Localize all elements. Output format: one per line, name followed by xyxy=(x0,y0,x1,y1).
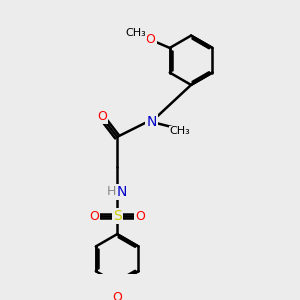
Text: O: O xyxy=(89,210,99,223)
Text: S: S xyxy=(113,209,122,224)
Text: O: O xyxy=(136,210,146,223)
Text: CH₃: CH₃ xyxy=(125,28,146,38)
Text: O: O xyxy=(97,110,107,123)
Text: N: N xyxy=(146,115,157,129)
Text: H: H xyxy=(106,185,116,198)
Text: O: O xyxy=(146,33,155,46)
Text: O: O xyxy=(112,291,122,300)
Text: CH₃: CH₃ xyxy=(170,127,190,136)
Text: N: N xyxy=(117,185,127,199)
